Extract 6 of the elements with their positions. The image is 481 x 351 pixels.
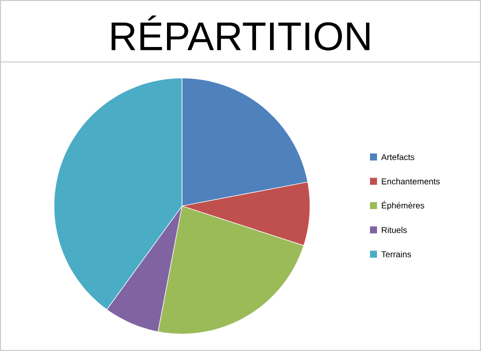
legend-label: Enchantements <box>382 178 440 184</box>
legend-label: Terrains <box>381 251 412 258</box>
legend-label: Rituels <box>382 226 407 234</box>
legend-label: Artefacts <box>381 154 414 160</box>
legend-label: Éphémères <box>382 201 424 210</box>
chart-title: RÉPARTITION <box>112 16 370 50</box>
